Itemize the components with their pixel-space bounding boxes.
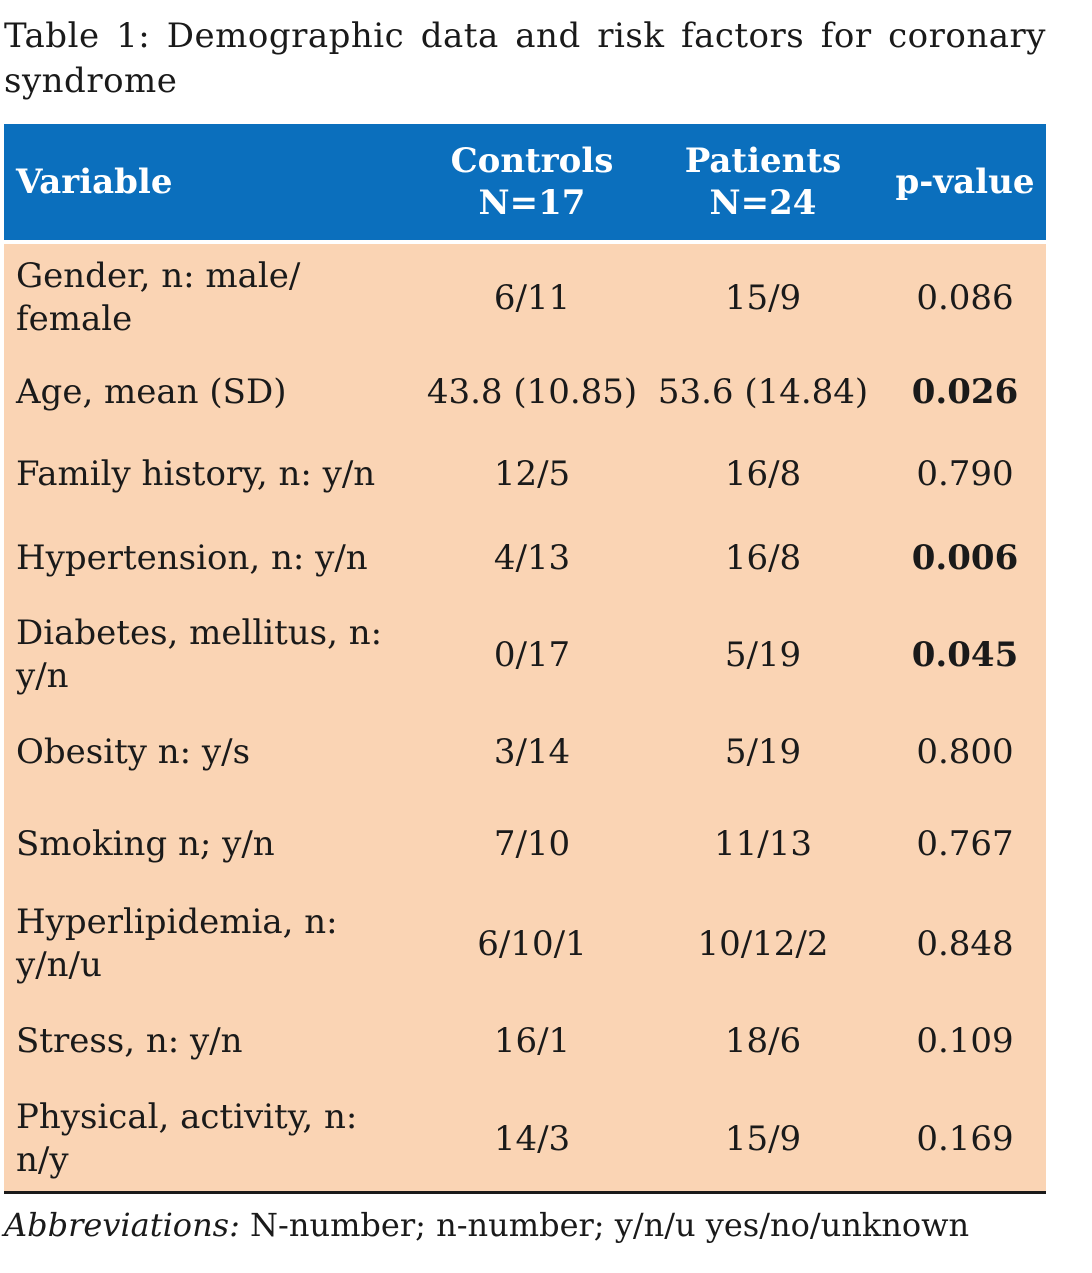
footnote-label: Abbreviations: xyxy=(4,1206,240,1244)
cell-patients: 10/12/2 xyxy=(642,894,884,994)
header-patients: Patients N=24 xyxy=(642,124,884,244)
cell-patients: 16/8 xyxy=(642,432,884,516)
cell-pvalue: 0.045 xyxy=(884,600,1046,710)
cell-pvalue: 0.848 xyxy=(884,894,1046,994)
cell-variable: Hypertension, n: y/n xyxy=(4,516,422,600)
cell-controls: 6/11 xyxy=(422,242,642,352)
cell-variable: Hyperlipidemia, n: y/n/u xyxy=(4,894,422,994)
table-body: Gender, n: male/ female 6/11 15/9 0.086 … xyxy=(4,242,1046,1194)
header-controls: Controls N=17 xyxy=(422,124,642,244)
table-row: Physical, activity, n: n/y 14/3 15/9 0.1… xyxy=(4,1088,1046,1194)
table-caption: Table 1: Demographic data and risk facto… xyxy=(4,16,1046,101)
cell-controls: 7/10 xyxy=(422,794,642,894)
header-pvalue: p-value xyxy=(884,124,1046,244)
demographics-table: Variable Controls N=17 Patients N=24 p-v… xyxy=(4,124,1046,1194)
table-row: Stress, n: y/n 16/1 18/6 0.109 xyxy=(4,994,1046,1088)
footnote-text: N-number; n-number; y/n/u yes/no/unknown xyxy=(239,1206,970,1244)
cell-patients: 15/9 xyxy=(642,242,884,352)
header-patients-label: Patients xyxy=(684,141,842,181)
table-row: Family history, n: y/n 12/5 16/8 0.790 xyxy=(4,432,1046,516)
header-controls-label: Controls xyxy=(450,141,614,181)
cell-pvalue: 0.800 xyxy=(884,710,1046,794)
cell-pvalue: 0.006 xyxy=(884,516,1046,600)
cell-controls: 12/5 xyxy=(422,432,642,516)
header-row: Variable Controls N=17 Patients N=24 p-v… xyxy=(4,124,1046,244)
cell-patients: 5/19 xyxy=(642,710,884,794)
cell-variable: Smoking n; y/n xyxy=(4,794,422,894)
table-row: Smoking n; y/n 7/10 11/13 0.767 xyxy=(4,794,1046,894)
cell-patients: 18/6 xyxy=(642,994,884,1088)
cell-controls: 3/14 xyxy=(422,710,642,794)
cell-patients: 16/8 xyxy=(642,516,884,600)
table-row: Obesity n: y/s 3/14 5/19 0.800 xyxy=(4,710,1046,794)
cell-pvalue: 0.767 xyxy=(884,794,1046,894)
cell-pvalue: 0.109 xyxy=(884,994,1046,1088)
cell-variable: Family history, n: y/n xyxy=(4,432,422,516)
cell-patients: 53.6 (14.84) xyxy=(642,352,884,432)
cell-controls: 6/10/1 xyxy=(422,894,642,994)
table-row: Hypertension, n: y/n 4/13 16/8 0.006 xyxy=(4,516,1046,600)
header-controls-count: N=17 xyxy=(478,183,586,223)
cell-controls: 14/3 xyxy=(422,1088,642,1194)
cell-variable: Diabetes, mellitus, n: y/n xyxy=(4,600,422,710)
cell-variable: Gender, n: male/ female xyxy=(4,242,422,352)
table-row: Gender, n: male/ female 6/11 15/9 0.086 xyxy=(4,242,1046,352)
cell-patients: 5/19 xyxy=(642,600,884,710)
cell-variable: Obesity n: y/s xyxy=(4,710,422,794)
cell-controls: 43.8 (10.85) xyxy=(422,352,642,432)
table-row: Age, mean (SD) 43.8 (10.85) 53.6 (14.84)… xyxy=(4,352,1046,432)
cell-pvalue: 0.086 xyxy=(884,242,1046,352)
cell-variable: Stress, n: y/n xyxy=(4,994,422,1088)
cell-pvalue: 0.026 xyxy=(884,352,1046,432)
header-patients-count: N=24 xyxy=(709,183,817,223)
header-variable: Variable xyxy=(4,124,422,244)
data-table-container: Variable Controls N=17 Patients N=24 p-v… xyxy=(4,124,1046,1194)
cell-controls: 16/1 xyxy=(422,994,642,1088)
cell-patients: 11/13 xyxy=(642,794,884,894)
table-row: Diabetes, mellitus, n: y/n 0/17 5/19 0.0… xyxy=(4,600,1046,710)
cell-pvalue: 0.169 xyxy=(884,1088,1046,1194)
cell-variable: Physical, activity, n: n/y xyxy=(4,1088,422,1194)
table-footnote: Abbreviations: N-number; n-number; y/n/u… xyxy=(4,1205,969,1245)
cell-patients: 15/9 xyxy=(642,1088,884,1194)
table-header: Variable Controls N=17 Patients N=24 p-v… xyxy=(4,124,1046,244)
table-row: Hyperlipidemia, n: y/n/u 6/10/1 10/12/2 … xyxy=(4,894,1046,994)
cell-controls: 0/17 xyxy=(422,600,642,710)
cell-pvalue: 0.790 xyxy=(884,432,1046,516)
cell-variable: Age, mean (SD) xyxy=(4,352,422,432)
cell-controls: 4/13 xyxy=(422,516,642,600)
